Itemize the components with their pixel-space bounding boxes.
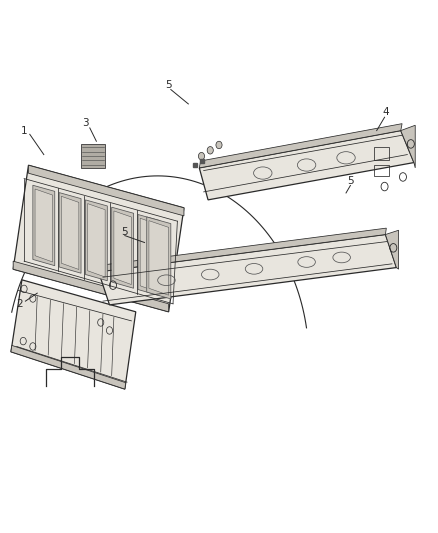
Polygon shape: [140, 218, 158, 292]
Bar: [374, 165, 389, 176]
Circle shape: [216, 141, 222, 149]
Text: 1: 1: [21, 126, 28, 135]
Text: 2: 2: [16, 299, 23, 309]
Polygon shape: [11, 345, 126, 389]
Polygon shape: [13, 261, 169, 312]
Circle shape: [207, 147, 213, 154]
Polygon shape: [99, 228, 386, 272]
Circle shape: [198, 152, 205, 160]
Polygon shape: [33, 185, 55, 265]
Text: 4: 4: [382, 107, 389, 117]
Polygon shape: [114, 211, 131, 285]
Polygon shape: [149, 221, 169, 295]
Polygon shape: [199, 124, 402, 168]
FancyBboxPatch shape: [81, 144, 105, 168]
Text: 5: 5: [121, 227, 128, 237]
Polygon shape: [28, 165, 184, 216]
Polygon shape: [401, 125, 415, 168]
Polygon shape: [112, 207, 134, 288]
Text: 5: 5: [165, 80, 172, 90]
Polygon shape: [385, 230, 399, 269]
Text: 5: 5: [347, 176, 354, 186]
Polygon shape: [199, 131, 414, 200]
Text: 3: 3: [82, 118, 89, 127]
Polygon shape: [138, 214, 160, 296]
Polygon shape: [35, 189, 53, 262]
Polygon shape: [99, 235, 396, 305]
Polygon shape: [59, 192, 81, 273]
Polygon shape: [13, 165, 184, 312]
Polygon shape: [88, 204, 105, 277]
Polygon shape: [11, 280, 136, 389]
Polygon shape: [61, 196, 79, 270]
Polygon shape: [147, 217, 171, 299]
Polygon shape: [85, 200, 107, 281]
Bar: [374, 147, 389, 160]
